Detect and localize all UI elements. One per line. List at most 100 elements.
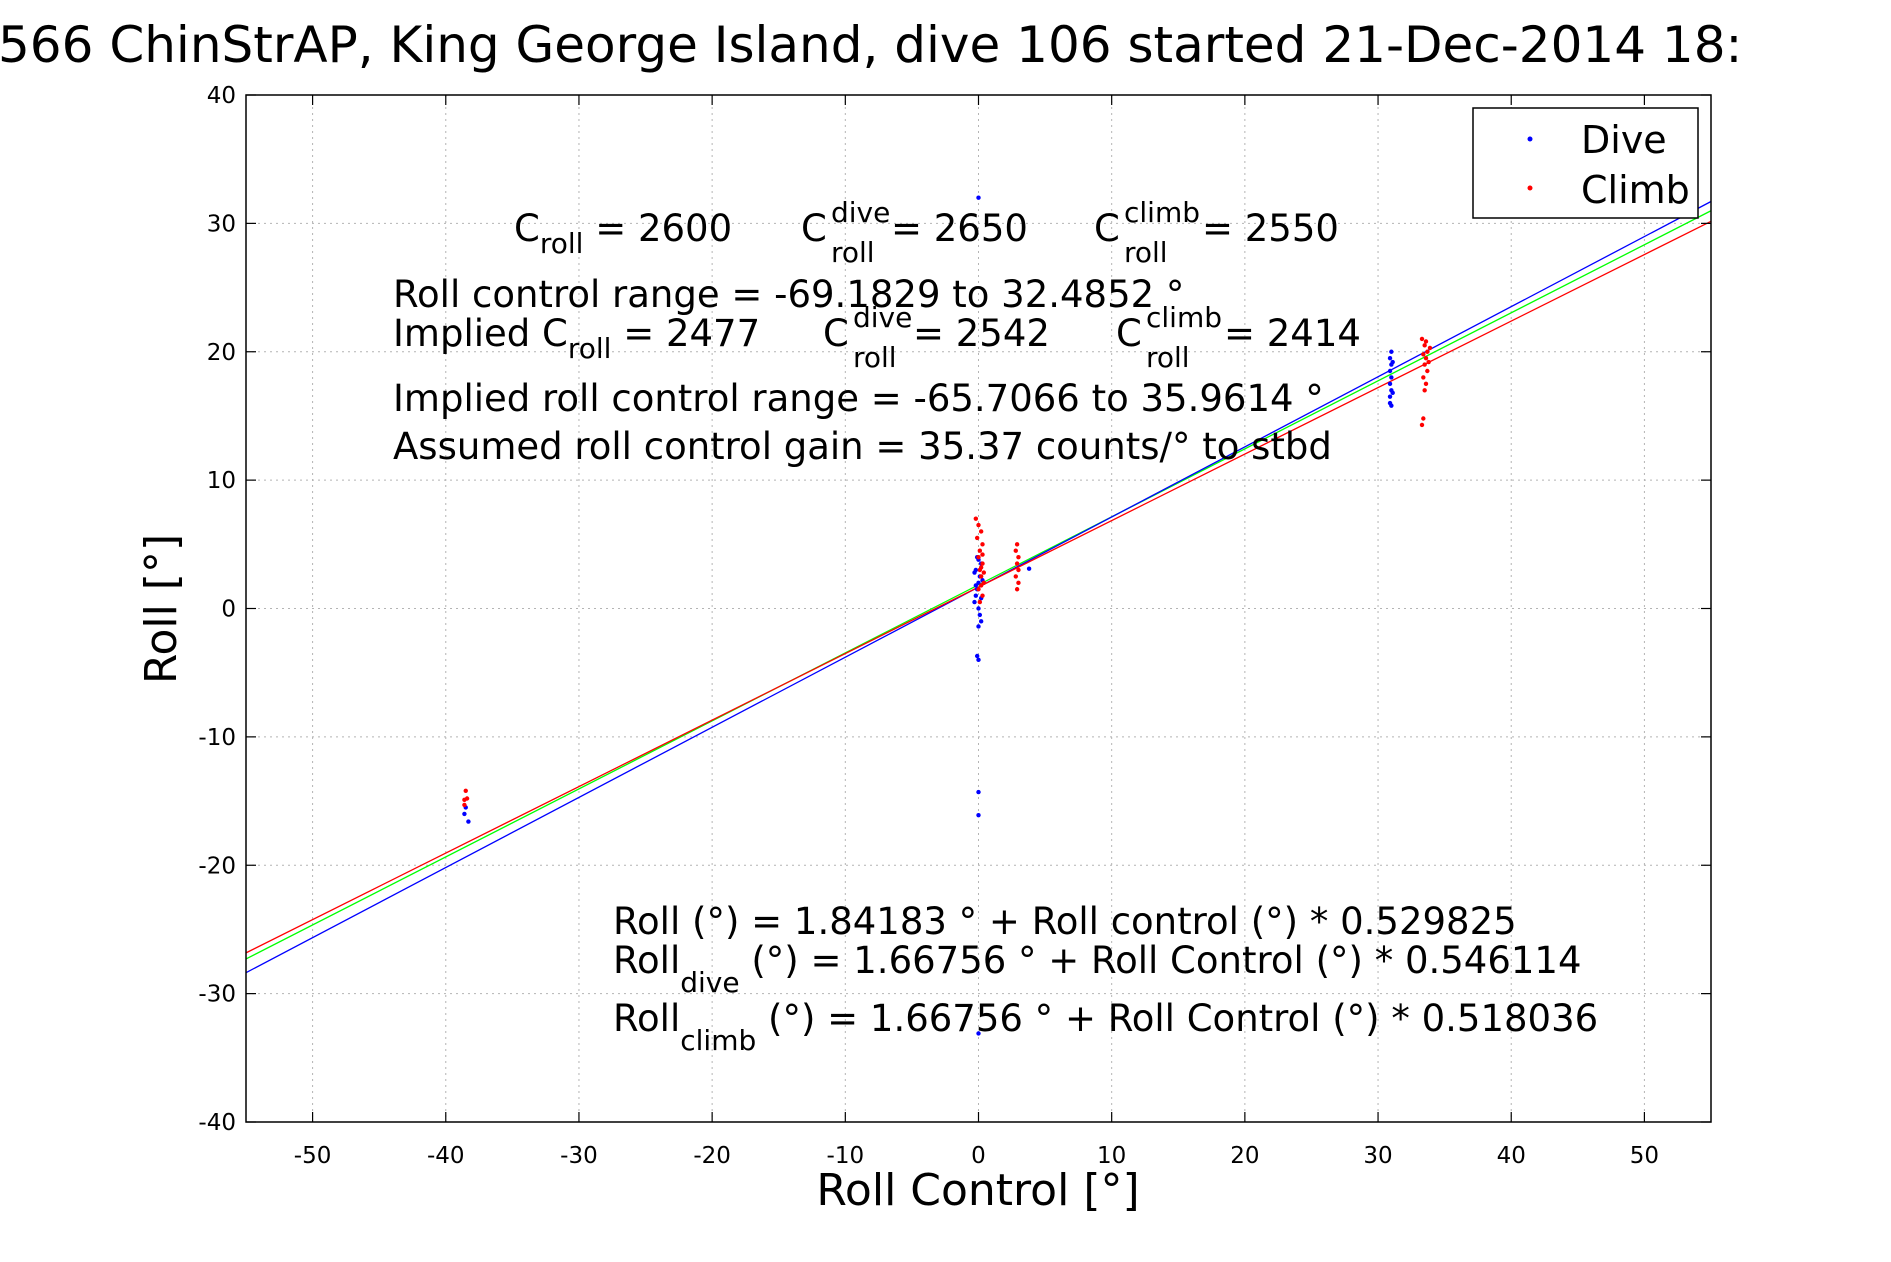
c-climb-superscript: climb: [1124, 196, 1200, 229]
dive-point: [972, 599, 977, 605]
climb-point: [1419, 422, 1425, 428]
implied-c-roll-label: Implied C: [393, 312, 568, 355]
dive-point: [976, 789, 981, 795]
implied-c-climb-superscript: climb: [1146, 301, 1222, 334]
climb-point: [1421, 416, 1426, 421]
x-tick-label: -30: [560, 1143, 598, 1169]
dive-point: [978, 619, 984, 624]
x-tick-label: 40: [1497, 1143, 1526, 1169]
y-tick-label: -30: [198, 982, 236, 1008]
chart-title: 566 ChinStrAP, King George Island, dive …: [0, 16, 1742, 74]
climb-point: [1427, 345, 1433, 351]
dive-point: [462, 811, 467, 817]
c-roll-symbol: C: [514, 207, 540, 250]
y-tick-label: -10: [198, 725, 236, 751]
climb-point: [1419, 336, 1425, 342]
legend-climb-marker: [1527, 185, 1533, 191]
climb-point: [978, 574, 984, 579]
c-roll-annotation: Croll = 2600: [514, 207, 732, 260]
dive-point: [973, 583, 979, 588]
implied-c-dive-subscript: roll: [853, 341, 897, 374]
climb-point: [1423, 381, 1429, 387]
climb-point: [1423, 355, 1429, 361]
dive-point: [976, 624, 981, 629]
climb-point: [980, 542, 985, 547]
roll-control-range: Roll control range = -69.1829 to 32.4852…: [393, 273, 1184, 316]
dive-point: [976, 1031, 981, 1036]
fit-equation-climb: Rollclimb (°) = 1.66756 ° + Roll Control…: [613, 997, 1598, 1057]
dive-point: [977, 612, 983, 618]
c-dive-subscript: roll: [831, 236, 875, 269]
fit-equation-all: Roll (°) = 1.84183 ° + Roll control (°) …: [613, 900, 1517, 943]
climb-point: [980, 552, 985, 557]
c-roll-subscript: roll: [540, 227, 584, 260]
implied-c-dive-superscript: dive: [853, 301, 912, 334]
dive-point: [1387, 368, 1393, 374]
fit-climb-rest: (°) = 1.66756 ° + Roll Control (°) * 0.5…: [756, 997, 1598, 1040]
fit-dive-subscript: dive: [680, 966, 739, 999]
climb-point: [1423, 339, 1429, 344]
climb-point: [1013, 548, 1018, 553]
y-tick-label: 30: [207, 211, 236, 237]
implied-c-roll-value: = 2477: [611, 312, 760, 355]
x-tick-label: 30: [1363, 1143, 1392, 1169]
data-points: [462, 195, 1433, 1036]
implied-c-climb-subscript: roll: [1146, 341, 1190, 374]
legend-climb-label: Climb: [1581, 168, 1690, 212]
c-roll-value: = 2600: [583, 207, 732, 250]
x-tick-label: -50: [294, 1143, 332, 1169]
y-tick-label: 40: [207, 83, 236, 109]
climb-point: [1016, 554, 1021, 560]
y-tick-label: -40: [198, 1110, 236, 1136]
climb-point: [1422, 343, 1427, 348]
dive-point: [466, 819, 471, 824]
climb-point: [977, 548, 983, 553]
fit-dive-roll: Roll: [613, 939, 680, 982]
legend-box: [1472, 107, 1699, 219]
implied-c-climb-value: = 2414: [1224, 312, 1361, 355]
climb-point: [977, 599, 983, 605]
x-tick-label: 0: [971, 1143, 986, 1169]
climb-point: [1422, 388, 1427, 393]
legend-dive-marker: [1527, 136, 1533, 142]
climb-point: [976, 587, 981, 592]
c-dive-value: = 2650: [891, 207, 1028, 250]
dive-point: [1390, 359, 1395, 365]
fit-climb-roll: Roll: [613, 997, 680, 1040]
legend-dive-label: Dive: [1581, 118, 1667, 162]
climb-point: [1016, 580, 1021, 586]
fit-equation-dive: Rolldive (°) = 1.66756 ° + Roll Control …: [613, 939, 1582, 999]
implied-c-dive-value: = 2542: [913, 312, 1050, 355]
dive-point: [1390, 390, 1395, 396]
climb-point: [980, 561, 985, 566]
implied-c-climb-symbol: C: [1116, 312, 1142, 355]
climb-point: [463, 788, 468, 793]
x-tick-label: 50: [1630, 1143, 1659, 1169]
c-climb-subscript: roll: [1124, 236, 1168, 269]
dive-point: [1387, 394, 1393, 399]
fit-dive-rest: (°) = 1.66756 ° + Roll Control (°) * 0.5…: [740, 939, 1582, 982]
climb-point: [981, 570, 987, 575]
climb-point: [1014, 561, 1020, 566]
dive-point: [976, 657, 981, 663]
climb-point: [1426, 359, 1431, 365]
climb-point: [1421, 352, 1426, 357]
x-tick-label: 10: [1097, 1143, 1126, 1169]
legend: Dive Climb: [1472, 107, 1699, 219]
x-tick-label: -20: [693, 1143, 731, 1169]
climb-point: [1014, 542, 1020, 547]
dive-point: [1389, 375, 1394, 380]
x-tick-label: 20: [1230, 1143, 1259, 1169]
y-tick-label: 20: [207, 340, 236, 366]
dive-point: [976, 195, 981, 200]
climb-point: [978, 565, 984, 570]
implied-c-roll-subscript: roll: [568, 332, 612, 365]
implied-c-roll-annotation: Implied Croll = 2477: [393, 312, 760, 365]
climb-point: [1013, 574, 1018, 579]
climb-point: [1016, 567, 1021, 573]
climb-point: [1422, 362, 1427, 367]
y-tick-label: 0: [221, 597, 236, 623]
climb-point: [974, 535, 980, 541]
dive-point: [1387, 381, 1393, 387]
